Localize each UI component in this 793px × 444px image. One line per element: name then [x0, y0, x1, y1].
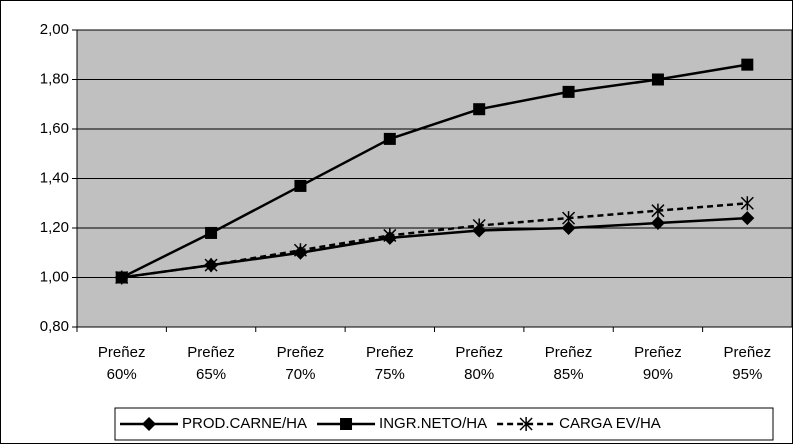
data-point: [472, 218, 486, 233]
data-point: [650, 216, 665, 231]
legend-marker: [519, 417, 533, 431]
data-point: [383, 132, 396, 145]
x-tick-label: Preñez 65%: [187, 344, 235, 383]
data-point: [205, 226, 218, 239]
x-tick-label: Preñez 60%: [97, 344, 146, 383]
legend: PROD.CARNE/HA INGR.NETO/HA CARGA EV/HA: [114, 407, 774, 441]
data-point: [562, 85, 575, 98]
legend-marker: [340, 418, 353, 430]
x-tick-label: Preñez 80%: [455, 344, 503, 383]
data-point: [383, 228, 397, 243]
x-tick-label: Preñez 85%: [544, 344, 593, 383]
data-point: [651, 73, 664, 86]
data-point: [115, 270, 129, 285]
data-point: [651, 203, 665, 218]
y-tick-label: 2,00: [40, 21, 69, 38]
legend-label: PROD.CARNE/HA: [182, 415, 307, 432]
series-line: [121, 63, 748, 279]
data-point: [204, 258, 218, 273]
legend-box: [114, 407, 774, 441]
data-point: [740, 211, 755, 226]
y-tick-label: 1,60: [40, 120, 69, 137]
y-tick-label: 1,20: [40, 219, 69, 236]
series-line: [121, 202, 748, 279]
legend-label: INGR.NETO/HA: [379, 415, 487, 432]
data-point: [741, 58, 754, 71]
y-tick-label: 1,40: [40, 169, 69, 186]
x-tick-label: Preñez 95%: [723, 344, 772, 383]
y-tick-label: 1,00: [40, 268, 69, 285]
y-tick-label: 1,80: [40, 70, 69, 87]
legend-marker: [142, 417, 156, 431]
y-tick-label: 0,80: [40, 318, 69, 335]
legend-label: CARGA EV/HA: [559, 415, 661, 432]
x-tick-label: Preñez 75%: [366, 344, 414, 383]
data-point: [562, 211, 576, 226]
data-point: [294, 179, 307, 192]
data-point: [561, 221, 576, 235]
data-point: [740, 196, 754, 211]
x-tick-label: Preñez 70%: [276, 344, 325, 383]
data-point: [293, 243, 307, 258]
data-point: [473, 103, 486, 116]
x-tick-label: Preñez 90%: [634, 344, 682, 383]
